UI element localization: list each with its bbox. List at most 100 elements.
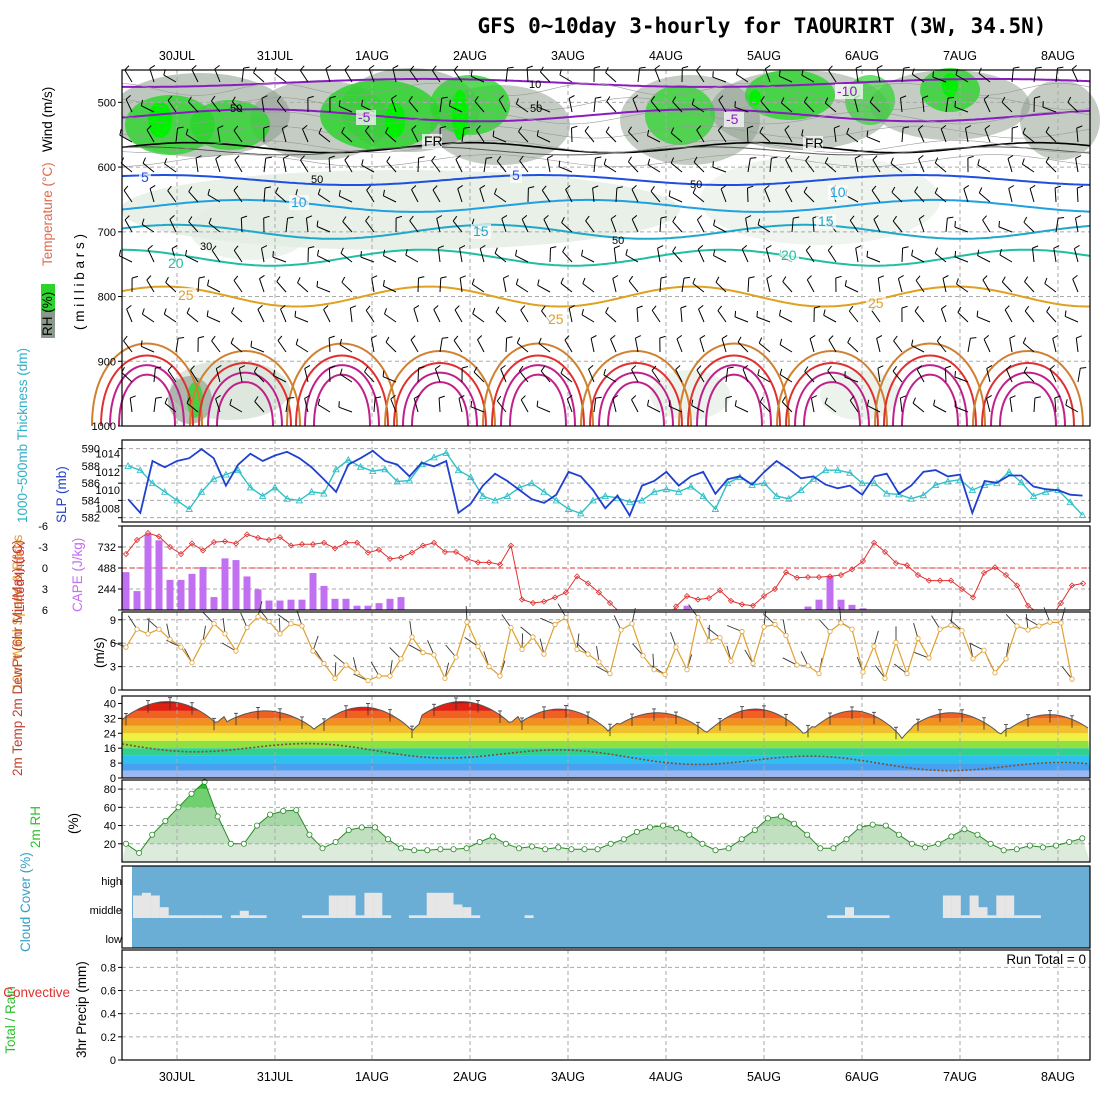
cloud-panel-frame <box>121 865 1091 949</box>
wind-barb-flag <box>433 305 439 310</box>
wind-barb <box>164 163 177 173</box>
boundary-layer-contour <box>803 381 861 427</box>
wind-barb <box>371 278 375 293</box>
middle-cloud-bar <box>853 915 863 918</box>
rh2m-point <box>162 818 169 825</box>
lifted-index-point <box>606 599 614 607</box>
wind-barb-flag <box>149 184 156 190</box>
lifted-index-point <box>947 577 955 584</box>
rh-shade-region <box>148 102 172 138</box>
wind-barb-flag <box>520 395 526 401</box>
slp-ylabel-slp: SLP (mb) <box>54 466 69 523</box>
wind-barb-flag <box>750 157 757 159</box>
wind-barb-flag <box>448 99 451 106</box>
wind-barb-flag <box>1057 66 1064 69</box>
wind-barb <box>897 278 903 293</box>
lifted-index-point <box>419 542 427 549</box>
rh-band <box>122 843 1090 862</box>
wind-barb-flag <box>903 66 910 69</box>
wind-barb <box>631 189 639 203</box>
middle-cloud-bar <box>328 895 338 918</box>
wind-barb <box>650 190 661 203</box>
contour-label-bg <box>176 288 196 303</box>
wind-barb-flag <box>757 369 760 376</box>
wind-barb <box>791 218 794 233</box>
wind-barb-flag <box>683 276 690 279</box>
wind-barb-flag <box>584 126 590 132</box>
cloud-level-middle: middle <box>90 905 122 917</box>
wind-barb-flag <box>668 400 671 407</box>
wind-barb-flag <box>737 336 742 343</box>
wind-barb-flag <box>565 185 571 190</box>
wind-barb <box>672 221 683 233</box>
wind-barb-flag <box>691 399 694 406</box>
boundary-layer-contour <box>118 373 176 427</box>
wind-barb <box>390 398 397 413</box>
cape-bar <box>859 608 867 610</box>
wind-barb-flag <box>902 246 909 249</box>
wind10-barb <box>464 637 479 647</box>
wind-barb <box>129 398 133 413</box>
thickness-line-point <box>320 489 328 497</box>
cape-bar <box>210 597 218 610</box>
rh2m-point <box>922 844 929 851</box>
temp2m-tick: 8 <box>110 758 116 770</box>
wind10-point <box>354 670 360 676</box>
wind-barb <box>956 283 969 293</box>
wind-barb <box>915 280 925 293</box>
wind-barb <box>584 130 595 143</box>
wind-barb-flag <box>1012 126 1019 129</box>
wind-barb-flag <box>734 400 737 407</box>
wind-barb-flag <box>288 397 295 399</box>
middle-cloud-bar <box>195 915 205 918</box>
temperature-band <box>122 755 1090 764</box>
wind-barb-flag <box>712 71 714 78</box>
lifted-index-point <box>408 549 416 556</box>
wind-barb <box>568 308 573 323</box>
wind-barb-flag <box>515 278 519 285</box>
wind-barb-flag <box>541 185 547 191</box>
wind-barb-flag <box>1024 276 1029 282</box>
thickness-line-point <box>148 479 157 487</box>
wind10-barb <box>312 635 319 652</box>
wind-barb-flag <box>713 219 716 226</box>
wind-barb <box>605 312 617 323</box>
wind-barb <box>472 283 485 293</box>
wind-barb-flag <box>720 184 727 190</box>
wind-barb <box>918 218 925 233</box>
wind-barb <box>318 193 331 203</box>
wind-barb <box>647 405 661 413</box>
wind-barb-flag <box>459 245 466 249</box>
contour-label-bg <box>510 168 522 183</box>
contour-label-bg <box>471 224 491 239</box>
wind-barb <box>1075 158 1079 173</box>
wind-barb <box>344 159 353 173</box>
wind-barb <box>718 99 727 113</box>
wind-barb <box>146 279 155 293</box>
wind-barb-flag <box>211 245 217 251</box>
wind-barb <box>1007 158 1013 173</box>
wind-barb <box>659 217 662 233</box>
middle-cloud-bar <box>141 892 151 918</box>
lifted-index-point <box>210 539 218 546</box>
boundary-layer-contour <box>207 371 283 427</box>
wind-barb-flag <box>1022 127 1026 134</box>
wind-barb <box>436 218 441 233</box>
wind10-barb <box>818 619 831 632</box>
wind-barb-flag <box>187 96 192 103</box>
wind-barb-flag <box>413 394 420 399</box>
wind10-point <box>838 620 844 626</box>
wind-barb-flag <box>384 308 387 315</box>
thickness-line-point <box>356 462 365 470</box>
wind-barb-flag <box>717 305 723 311</box>
wind-barb-flag <box>146 125 152 131</box>
wind-barb-flag <box>405 249 408 256</box>
wind10-point <box>387 673 393 679</box>
cape-bar <box>386 598 394 610</box>
rh2m-panel-frame <box>121 779 1091 863</box>
wind10-barb <box>540 617 556 625</box>
wind10-point <box>948 622 954 628</box>
wind-barb-flag <box>941 304 947 310</box>
rh2m-point <box>974 831 981 838</box>
thickness-line-point <box>650 487 658 495</box>
